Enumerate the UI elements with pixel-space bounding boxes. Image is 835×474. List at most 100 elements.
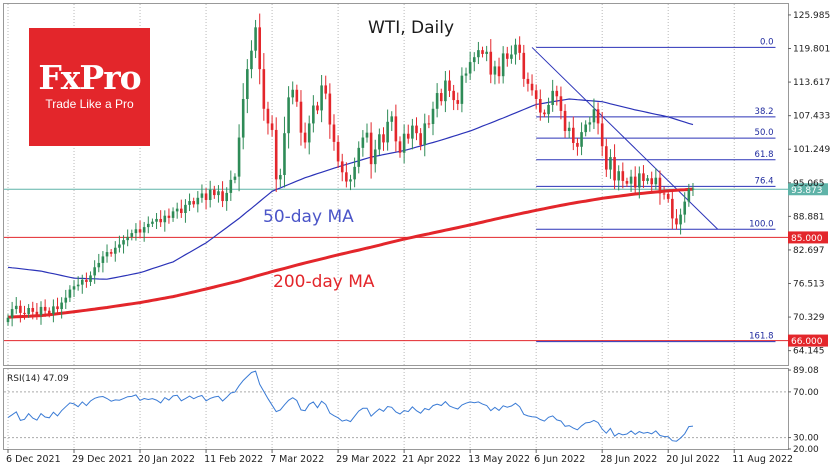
candle-body: [646, 178, 649, 181]
rsi-title: RSI(14) 47.09: [7, 374, 69, 384]
candle-body: [538, 99, 542, 113]
candle-body: [435, 93, 439, 109]
y-tick-label: 70.329: [793, 313, 825, 323]
candle-body: [419, 133, 422, 146]
candle-body: [468, 62, 472, 74]
candle-body: [196, 197, 200, 205]
candle-body: [101, 256, 105, 263]
candle-body: [386, 121, 389, 143]
candle-body: [213, 189, 216, 196]
candle-body: [357, 147, 361, 167]
horizontal-levels: 85.000 66.000 93.873: [4, 183, 828, 347]
candle-body: [588, 122, 592, 125]
y-tick-label: 107.433: [793, 112, 830, 122]
candle-body: [481, 50, 484, 54]
candle-body: [68, 289, 72, 298]
candle-body: [328, 93, 332, 125]
candle-body: [287, 97, 290, 134]
candle-body: [254, 27, 257, 51]
candle-body: [80, 279, 84, 285]
candle-body: [534, 90, 538, 99]
ma50-label: 50-day MA: [263, 207, 354, 227]
candle-body: [613, 157, 616, 181]
candle-body: [625, 180, 629, 184]
candle-body: [666, 194, 670, 199]
candle-body: [184, 204, 187, 213]
candle-body: [543, 112, 546, 115]
candle-body: [444, 80, 447, 102]
candle-body: [221, 191, 224, 202]
candle-body: [596, 109, 600, 124]
y-tick-label: 125.985: [793, 11, 830, 21]
candle-body: [233, 176, 237, 180]
candle-body: [180, 208, 183, 213]
candle-body: [650, 178, 654, 185]
candle-body: [151, 221, 154, 224]
chart-title: WTI, Daily: [368, 18, 454, 38]
candle-body: [638, 173, 641, 188]
candle-body: [584, 124, 587, 133]
candle-body: [683, 201, 687, 215]
logo-tagline: Trade Like a Pro: [45, 97, 134, 111]
candle-body: [472, 57, 476, 63]
y-tick-label: 101.249: [793, 145, 830, 155]
candle-body: [320, 85, 323, 111]
x-tick-label: 29 Dec 2021: [72, 454, 133, 465]
candle-body: [415, 125, 418, 134]
candle-body: [118, 244, 121, 248]
candle-body: [279, 175, 282, 180]
candle-body: [423, 123, 427, 146]
candle-body: [431, 108, 435, 124]
candle-body: [155, 218, 158, 222]
rsi-tick-label: 30.00: [793, 434, 819, 444]
candle-body: [64, 297, 68, 303]
candle-body: [600, 123, 604, 147]
candle-body: [398, 141, 402, 153]
candle-body: [452, 90, 455, 101]
candle-body: [654, 177, 658, 185]
candle-body: [250, 50, 253, 70]
candle-body: [52, 306, 55, 314]
level-tag-bg-85.000: [788, 231, 828, 244]
candle-body: [225, 192, 228, 202]
candle-body: [10, 309, 14, 318]
y-tick-label: 82.697: [793, 246, 825, 256]
candle-body: [35, 311, 39, 316]
candle-body: [105, 252, 109, 257]
candle-body: [163, 215, 167, 223]
candle-body: [394, 116, 398, 142]
candle-body: [56, 306, 59, 310]
candle-body: [14, 305, 18, 310]
candle-body: [485, 51, 488, 54]
candle-body: [72, 286, 76, 290]
candle-body: [526, 78, 530, 84]
candle-body: [258, 27, 262, 70]
x-tick-label: 21 Apr 2022: [402, 454, 461, 465]
candle-body: [518, 44, 521, 53]
candle-body: [411, 125, 414, 139]
moving-averages: [7, 98, 694, 319]
level-tag-93.873: 93.873: [791, 186, 823, 196]
candle-body: [477, 50, 480, 58]
candle-body: [39, 306, 43, 316]
x-tick-label: 6 Jun 2022: [534, 454, 585, 465]
fibonacci-retracement: 0.0 38.2 50.0 61.8 76.4 100.0 161.8: [531, 37, 776, 343]
candle-body: [382, 134, 385, 143]
candle-body: [6, 317, 10, 323]
candle-body: [497, 66, 501, 77]
candle-body: [605, 146, 608, 170]
candle-body: [406, 133, 410, 139]
candle-body: [563, 110, 567, 132]
fib-label-76.4: 76.4: [755, 176, 774, 186]
candle-body: [316, 105, 319, 111]
candle-body: [691, 188, 695, 190]
rsi-tick-label: 70.00: [793, 388, 819, 398]
candle-body: [76, 284, 80, 287]
candle-body: [675, 218, 678, 225]
candle-body: [295, 89, 299, 102]
candle-body: [373, 149, 377, 165]
candle-body: [126, 236, 129, 241]
candle-body: [134, 229, 138, 234]
candle-body: [241, 99, 245, 138]
